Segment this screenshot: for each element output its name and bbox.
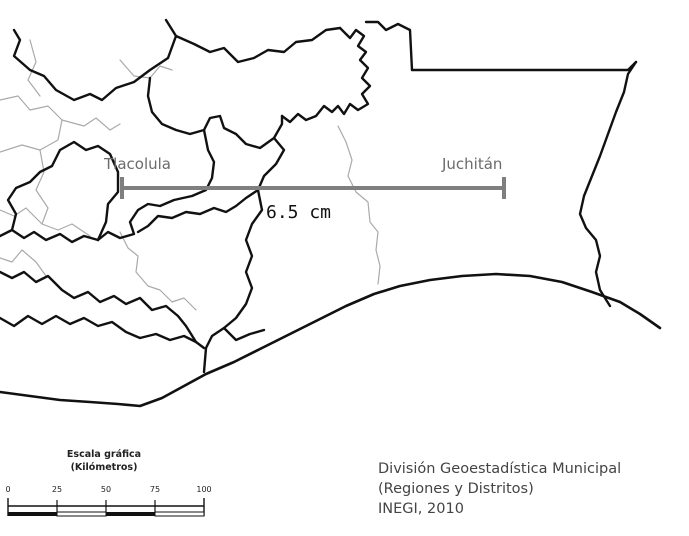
boundary-west-4 [0, 270, 198, 344]
credit-line-1: División Geoestadística Municipal [378, 461, 621, 477]
scale-tick-label: 25 [52, 485, 62, 494]
boundary-jagged-north-edge [364, 20, 414, 72]
boundary-jag-interior [222, 326, 266, 342]
minor-boundary-west-2 [35, 149, 49, 225]
coastline [0, 272, 662, 408]
scale-tick-label: 0 [5, 485, 10, 494]
scale-bar: Escala gráfica (Kilómetros) 0 25 50 75 1… [5, 449, 212, 517]
source-credits: División Geoestadística Municipal (Regio… [378, 461, 621, 517]
minor-boundaries [0, 39, 381, 311]
scale-tick-label: 75 [150, 485, 160, 494]
scale-tick-label: 50 [101, 485, 111, 494]
boundary-central-south [202, 188, 264, 374]
boundary-northeast-top [410, 60, 638, 72]
boundary-central-north [146, 76, 284, 150]
credit-line-3: INEGI, 2010 [378, 501, 464, 517]
minor-boundary-north [119, 59, 173, 79]
boundary-tlacolula [96, 128, 216, 242]
boundary-jagged-northeast [280, 26, 372, 124]
distance-label: 6.5 cm [266, 202, 331, 223]
scale-title: Escala gráfica [67, 449, 141, 460]
boundary-west-1 [0, 228, 100, 244]
minor-boundary-juchitan [337, 125, 381, 285]
city-label-tlacolula: Tlacolula [103, 155, 171, 173]
minor-boundary-central [119, 231, 197, 311]
scale-subtitle: (Kilómetros) [71, 462, 138, 473]
boundary-top-northwest [12, 28, 178, 102]
boundary-west-3 [0, 314, 206, 350]
city-label-juchitan: Juchitán [441, 155, 502, 173]
boundary-east-edge [578, 60, 638, 308]
minor-boundary-west-4 [0, 207, 91, 237]
distance-measure [120, 177, 506, 199]
minor-boundary-west-3 [61, 117, 121, 131]
scale-ruler [7, 498, 205, 517]
boundary-central [136, 136, 286, 234]
credit-line-2: (Regiones y Distritos) [378, 481, 534, 497]
boundary-west-2 [6, 140, 120, 242]
minor-boundary-northwest [0, 95, 63, 153]
boundary-top-north [164, 18, 342, 64]
minor-boundary-west-5 [0, 249, 47, 277]
scale-tick-label: 100 [196, 485, 211, 494]
major-boundaries [0, 18, 662, 408]
minor-boundary-west-1 [27, 39, 41, 97]
